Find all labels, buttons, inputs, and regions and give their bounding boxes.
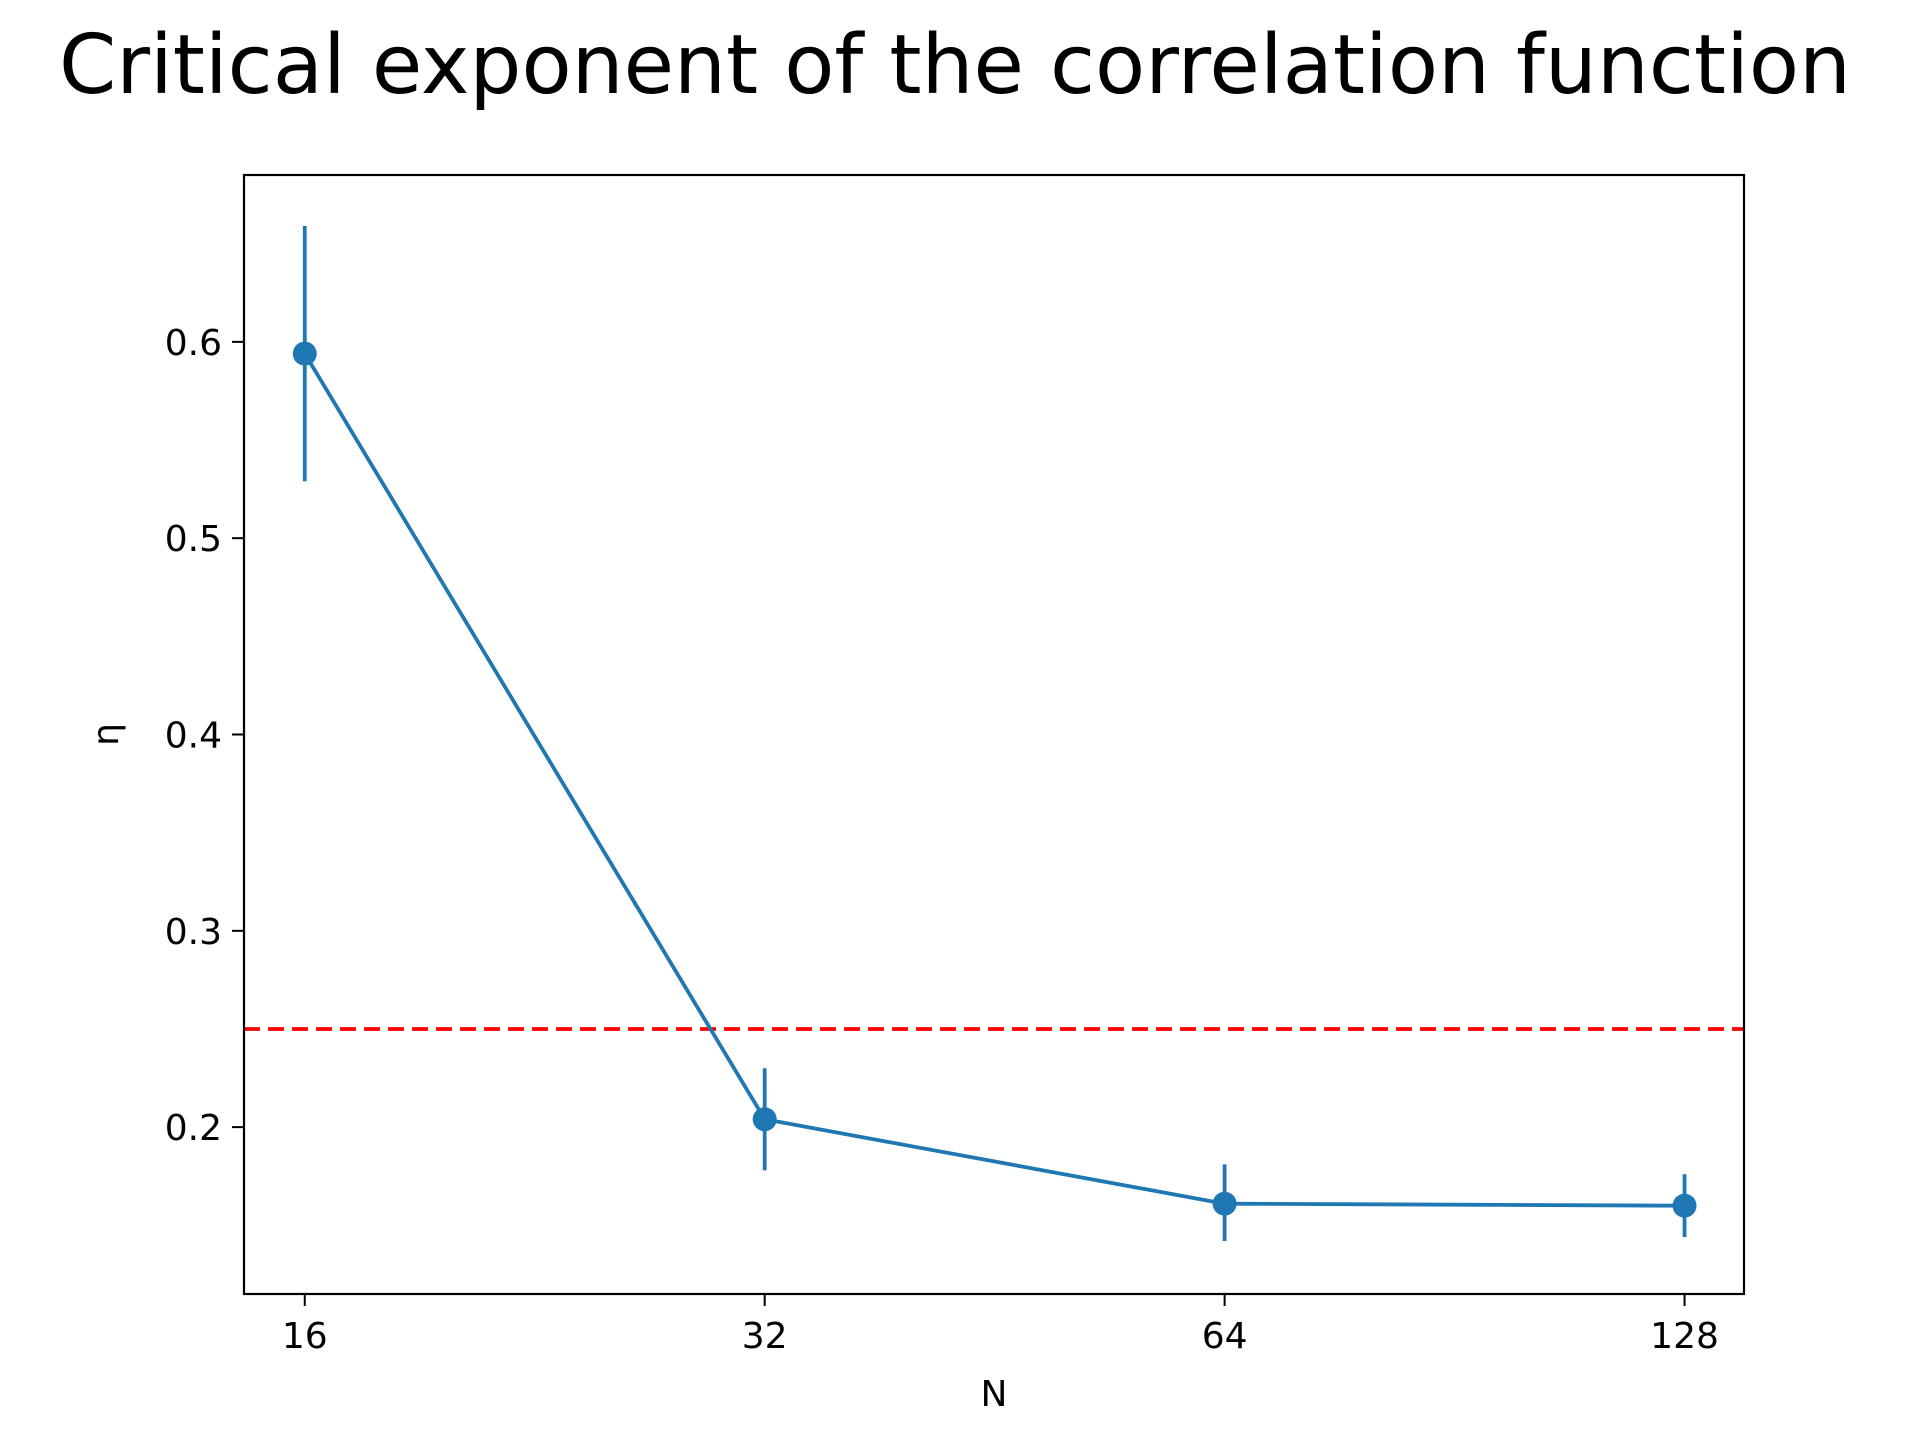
y-tick-label: 0.4 (165, 716, 222, 757)
data-point (1672, 1193, 1697, 1218)
axes-frame (242, 173, 1746, 1296)
series-line (303, 352, 1685, 1208)
plot-area (244, 226, 1744, 1241)
x-axis: 16 32 64 128 (282, 1294, 1719, 1357)
x-tick-label: 64 (1202, 1316, 1248, 1357)
x-tick-label: 16 (282, 1316, 328, 1357)
data-point (752, 1107, 777, 1132)
y-tick-label: 0.6 (165, 323, 222, 364)
y-tick-label: 0.3 (165, 912, 222, 953)
x-tick-label: 128 (1650, 1316, 1719, 1357)
x-tick-label: 32 (742, 1316, 788, 1357)
y-axis-label: η (86, 723, 127, 746)
y-axis: 0.2 0.3 0.4 0.5 0.6 (165, 323, 244, 1149)
x-axis-label: N (981, 1374, 1008, 1415)
data-point (1212, 1191, 1237, 1216)
data-point (292, 341, 317, 366)
chart-title: Critical exponent of the correlation fun… (59, 18, 1851, 113)
y-tick-label: 0.5 (165, 519, 222, 560)
y-tick-label: 0.2 (165, 1108, 222, 1149)
